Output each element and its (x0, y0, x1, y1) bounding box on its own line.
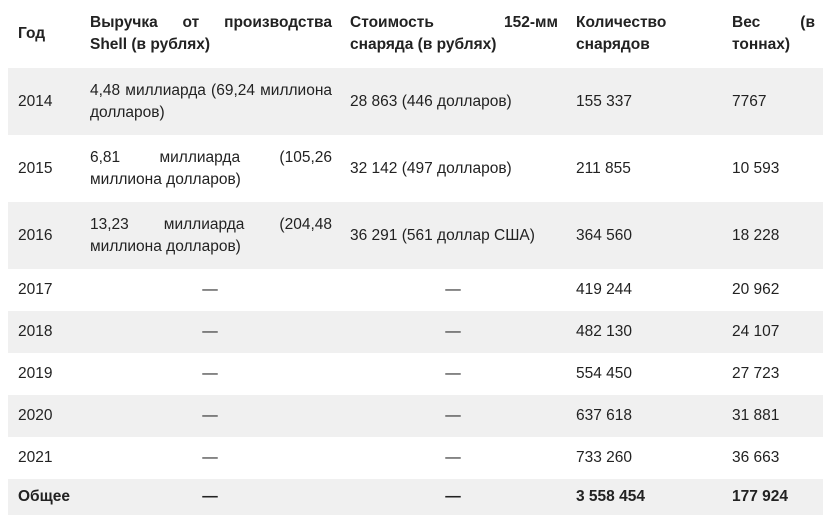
table-row: 2020 — — 637 618 31 881 (8, 395, 823, 437)
cell-weight: 10 593 (722, 135, 823, 202)
cell-quantity: 211 855 (566, 135, 722, 202)
cell-quantity: 155 337 (566, 68, 722, 135)
cell-cost: — (340, 353, 566, 395)
table-header: Год Выручка от производства Shell (в руб… (8, 0, 823, 68)
cell-total-quantity: 3 558 454 (566, 479, 722, 515)
cell-weight: 36 663 (722, 437, 823, 479)
shell-production-table: Год Выручка от производства Shell (в руб… (8, 0, 823, 515)
table-row: 2016 13,23 миллиарда (204,48 миллиона до… (8, 202, 823, 269)
cell-weight: 27 723 (722, 353, 823, 395)
cell-total-label: Общее (8, 479, 80, 515)
cell-revenue: 6,81 миллиарда (105,26 миллиона долларов… (80, 135, 340, 202)
cell-weight: 18 228 (722, 202, 823, 269)
cell-weight: 20 962 (722, 269, 823, 311)
cell-revenue: — (80, 353, 340, 395)
table-row: 2014 4,48 миллиарда (69,24 миллиона долл… (8, 68, 823, 135)
cell-total-cost: — (340, 479, 566, 515)
cell-year: 2015 (8, 135, 80, 202)
table-row: 2015 6,81 миллиарда (105,26 миллиона дол… (8, 135, 823, 202)
cell-weight: 7767 (722, 68, 823, 135)
header-year: Год (8, 0, 80, 68)
cell-cost: — (340, 437, 566, 479)
cell-year: 2020 (8, 395, 80, 437)
cell-cost: — (340, 269, 566, 311)
header-row: Год Выручка от производства Shell (в руб… (8, 0, 823, 68)
cell-cost: 28 863 (446 долларов) (340, 68, 566, 135)
cell-quantity: 554 450 (566, 353, 722, 395)
cell-revenue: — (80, 395, 340, 437)
cell-year: 2014 (8, 68, 80, 135)
cell-cost: — (340, 311, 566, 353)
header-weight: Вес (в тоннах) (722, 0, 823, 68)
header-revenue: Выручка от производства Shell (в рублях) (80, 0, 340, 68)
cell-cost: 36 291 (561 доллар США) (340, 202, 566, 269)
cell-total-revenue: — (80, 479, 340, 515)
cell-quantity: 364 560 (566, 202, 722, 269)
table-total-row: Общее — — 3 558 454 177 924 (8, 479, 823, 515)
header-cost: Стоимость 152-мм снаряда (в рублях) (340, 0, 566, 68)
cell-year: 2017 (8, 269, 80, 311)
cell-cost: 32 142 (497 долларов) (340, 135, 566, 202)
cell-cost: — (340, 395, 566, 437)
cell-revenue: — (80, 311, 340, 353)
cell-year: 2018 (8, 311, 80, 353)
cell-revenue: — (80, 437, 340, 479)
table-row: 2019 — — 554 450 27 723 (8, 353, 823, 395)
cell-year: 2021 (8, 437, 80, 479)
cell-weight: 24 107 (722, 311, 823, 353)
cell-year: 2016 (8, 202, 80, 269)
table-row: 2017 — — 419 244 20 962 (8, 269, 823, 311)
cell-quantity: 419 244 (566, 269, 722, 311)
cell-total-weight: 177 924 (722, 479, 823, 515)
cell-quantity: 482 130 (566, 311, 722, 353)
cell-revenue: 4,48 миллиарда (69,24 миллиона долларов) (80, 68, 340, 135)
cell-quantity: 637 618 (566, 395, 722, 437)
table-row: 2018 — — 482 130 24 107 (8, 311, 823, 353)
table-row: 2021 — — 733 260 36 663 (8, 437, 823, 479)
cell-weight: 31 881 (722, 395, 823, 437)
cell-revenue: — (80, 269, 340, 311)
table-body: 2014 4,48 миллиарда (69,24 миллиона долл… (8, 68, 823, 515)
header-quantity: Количество снарядов (566, 0, 722, 68)
cell-revenue: 13,23 миллиарда (204,48 миллиона долларо… (80, 202, 340, 269)
cell-quantity: 733 260 (566, 437, 722, 479)
cell-year: 2019 (8, 353, 80, 395)
